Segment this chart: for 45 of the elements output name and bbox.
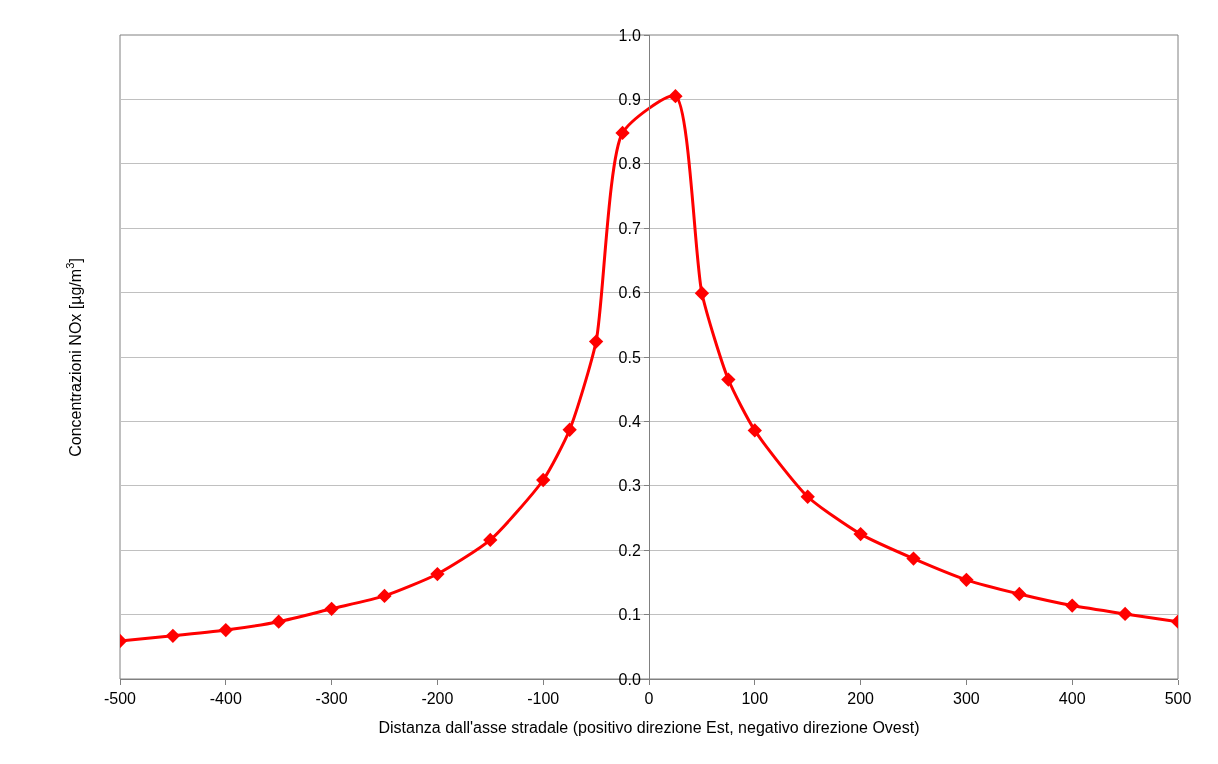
y-tick-label: 1.0 — [618, 26, 641, 44]
point — [853, 526, 868, 542]
point — [536, 472, 551, 488]
point — [430, 566, 445, 582]
x-axis-title: Distanza dall'asse stradale (positivo direzione Est, negativo direzione Ovest) — [378, 718, 920, 736]
point — [1065, 598, 1080, 613]
y-tick-label: 0.9 — [618, 91, 641, 108]
x-tick-label: 400 — [1058, 690, 1086, 708]
point — [1117, 606, 1133, 622]
y-tick-label: 0.6 — [618, 284, 641, 302]
point — [747, 423, 762, 438]
point — [324, 601, 339, 616]
y-tick-label: 0.5 — [618, 348, 641, 366]
x-tick-label: 500 — [1164, 690, 1192, 708]
x-tick-label: 100 — [741, 690, 769, 708]
x-tick-label: -100 — [527, 690, 560, 708]
y-tick-label: 0.8 — [618, 155, 641, 173]
y-tick-label: 0.2 — [618, 541, 641, 559]
x-tick-label: -300 — [315, 690, 348, 708]
x-tick-label: -500 — [103, 690, 137, 708]
y-tick-label: 0.4 — [618, 413, 641, 430]
point — [483, 532, 498, 548]
y-tick-label: 0.7 — [618, 219, 641, 237]
point — [959, 572, 974, 587]
y-tick-label: 0.1 — [618, 606, 641, 624]
x-tick-label: 300 — [953, 690, 980, 708]
point — [271, 614, 286, 629]
point — [165, 628, 181, 643]
y-tick-label: 0.3 — [618, 477, 641, 495]
point — [721, 372, 736, 387]
point — [377, 588, 392, 604]
point — [694, 286, 710, 301]
point — [800, 489, 815, 504]
x-tick-label: -400 — [209, 690, 242, 708]
point — [588, 334, 604, 349]
point — [218, 622, 233, 638]
y-tick-label: 0.0 — [618, 670, 641, 688]
point — [668, 89, 683, 104]
point — [1012, 586, 1027, 602]
x-tick-label: 200 — [847, 690, 875, 708]
point — [615, 125, 630, 141]
point — [562, 422, 577, 437]
point — [906, 551, 921, 566]
x-tick-label: -200 — [421, 690, 454, 708]
x-tick-label: 0 — [644, 690, 654, 708]
